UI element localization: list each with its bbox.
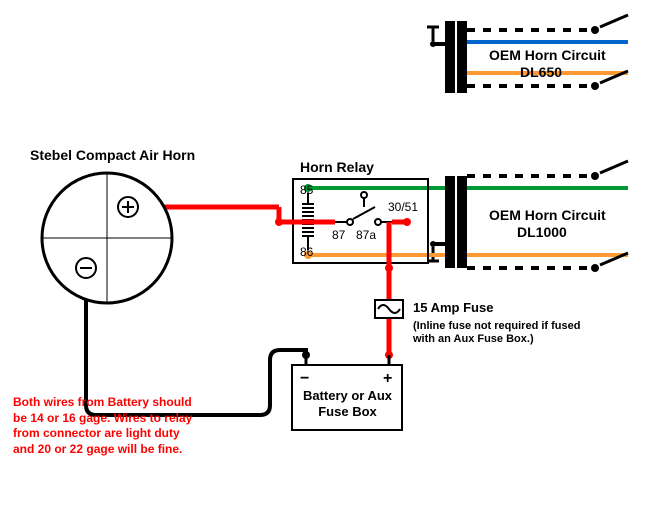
svg-text:+: + [383,370,392,387]
oem650-l1: OEM Horn Circuit [489,47,606,63]
wire-red-30-battery [385,218,411,359]
horn-title: Stebel Compact Air Horn [30,147,195,163]
note-red: Both wires from Battery should be 14 or … [13,395,192,457]
note-red-l2: be 14 or 16 gage. Wires to relay [13,411,192,427]
oem1000-l1: OEM Horn Circuit [489,207,606,223]
pin-86: 86 [300,245,313,259]
fuse-symbol [375,300,403,318]
oem1000-l2: DL1000 [517,224,567,240]
pin-85: 85 [300,183,313,197]
pin-87: 87 [332,228,345,242]
air-horn [42,173,172,303]
note-red-l1: Both wires from Battery should [13,395,192,411]
svg-text:−: − [300,370,309,387]
oem650-l2: DL650 [520,64,562,80]
inline-note-l2: with an Aux Fuse Box.) [413,333,534,345]
battery-title-l1: Battery or Aux [300,388,395,403]
battery-title-l2: Fuse Box [300,404,395,419]
pin-30-51: 30/51 [388,200,418,214]
inline-note-l1: (Inline fuse not required if fused [413,320,580,332]
pin-87a: 87a [356,228,376,242]
note-red-l4: and 20 or 22 gage will be fine. [13,442,192,458]
fuse-label: 15 Amp Fuse [413,300,493,315]
relay-title: Horn Relay [300,159,374,175]
note-red-l3: from connector are light duty [13,426,192,442]
